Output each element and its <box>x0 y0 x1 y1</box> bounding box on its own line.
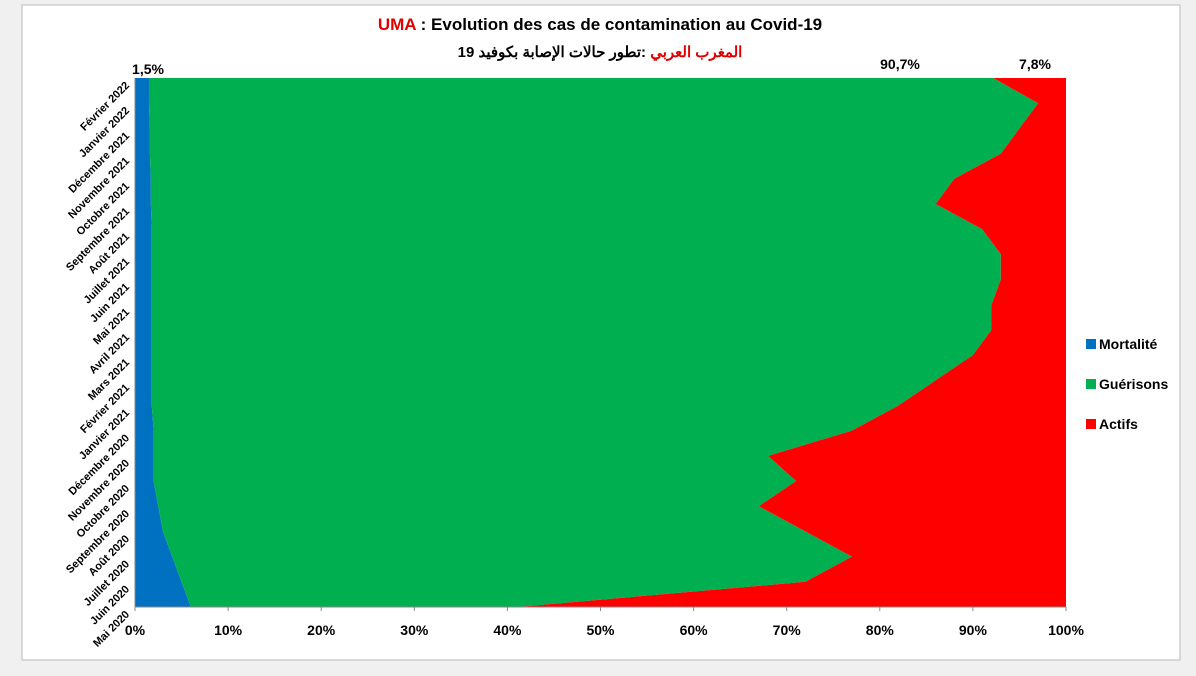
subtitle-text: :تطور حالات الإصابة بكوفيد 19 <box>458 44 651 61</box>
x-tick-label: 50% <box>586 622 615 638</box>
legend-swatch <box>1086 419 1096 429</box>
x-tick-label: 0% <box>125 622 146 638</box>
legend-label: Mortalité <box>1099 336 1158 352</box>
x-tick-label: 20% <box>307 622 336 638</box>
subtitle-prefix: المغرب العربي <box>650 44 742 62</box>
legend-label: Guérisons <box>1099 376 1168 392</box>
x-tick-label: 40% <box>493 622 522 638</box>
legend-swatch <box>1086 379 1096 389</box>
annotation: 90,7% <box>880 56 920 72</box>
legend-swatch <box>1086 339 1096 349</box>
x-tick-label: 30% <box>400 622 429 638</box>
title-prefix: UMA <box>378 15 416 34</box>
x-tick-label: 60% <box>680 622 709 638</box>
title-text: : Evolution des cas de contamination au … <box>416 15 822 34</box>
chart-title: UMA : Evolution des cas de contamination… <box>378 15 822 34</box>
x-tick-label: 70% <box>773 622 802 638</box>
annotation: 7,8% <box>1019 56 1051 72</box>
annotation: 1,5% <box>132 61 164 77</box>
area <box>135 78 191 607</box>
area <box>516 78 1066 607</box>
x-tick-label: 10% <box>214 622 243 638</box>
area <box>148 78 1039 607</box>
x-tick-label: 100% <box>1048 622 1084 638</box>
legend-label: Actifs <box>1099 416 1138 432</box>
x-tick-label: 80% <box>866 622 895 638</box>
x-tick-label: 90% <box>959 622 988 638</box>
chart-subtitle: المغرب العربي :تطور حالات الإصابة بكوفيد… <box>458 44 743 62</box>
